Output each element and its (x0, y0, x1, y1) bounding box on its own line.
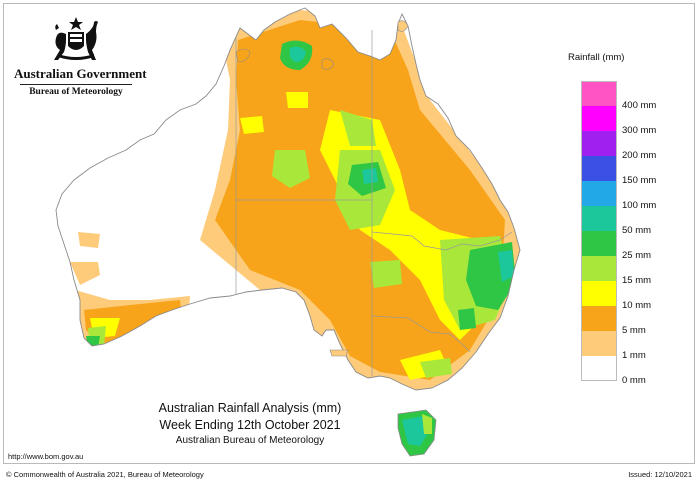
state-borders (235, 30, 513, 376)
legend-title: Rainfall (mm) (568, 52, 625, 63)
legend-label: 5 mm (622, 325, 646, 336)
legend-swatch (581, 231, 617, 256)
legend-label: 100 mm (622, 200, 657, 211)
legend-label: 15 mm (622, 275, 652, 286)
legend-label: 150 mm (622, 175, 657, 186)
legend-swatch (581, 181, 617, 206)
coat-of-arms-icon (54, 17, 98, 60)
logo-divider (20, 84, 132, 85)
legend-label: 0 mm (622, 375, 646, 386)
legend-swatch (581, 206, 617, 231)
map-period: Week Ending 12th October 2021 (159, 418, 341, 432)
legend-swatch (581, 81, 617, 106)
issued-date: Issued: 12/10/2021 (628, 470, 692, 479)
government-logo: Australian Government Bureau of Meteorol… (14, 16, 147, 100)
government-label: Australian Government (14, 66, 147, 81)
bom-url[interactable]: http://www.bom.gov.au (8, 452, 84, 461)
legend-label: 10 mm (622, 300, 652, 311)
legend-label: 25 mm (622, 250, 652, 261)
legend-swatch (581, 256, 617, 281)
legend-swatch (581, 131, 617, 156)
map-title: Australian Rainfall Analysis (mm) (158, 401, 342, 415)
legend-swatch (581, 331, 617, 356)
legend-swatch (581, 106, 617, 131)
legend-swatch (581, 356, 617, 381)
legend-label: 1 mm (622, 350, 646, 361)
legend-swatch (581, 281, 617, 306)
legend-label: 200 mm (622, 150, 657, 161)
legend-label: 400 mm (622, 100, 657, 111)
bureau-label: Bureau of Meteorology (29, 87, 123, 97)
legend-swatch (581, 306, 617, 331)
legend-label: 300 mm (622, 125, 657, 136)
legend-swatch (581, 156, 617, 181)
map-source: Australian Bureau of Meteorology (175, 435, 325, 446)
legend-label: 50 mm (622, 225, 652, 236)
map-title-block: Australian Rainfall Analysis (mm) Week E… (80, 400, 420, 448)
copyright-text: © Commonwealth of Australia 2021, Bureau… (6, 470, 204, 479)
